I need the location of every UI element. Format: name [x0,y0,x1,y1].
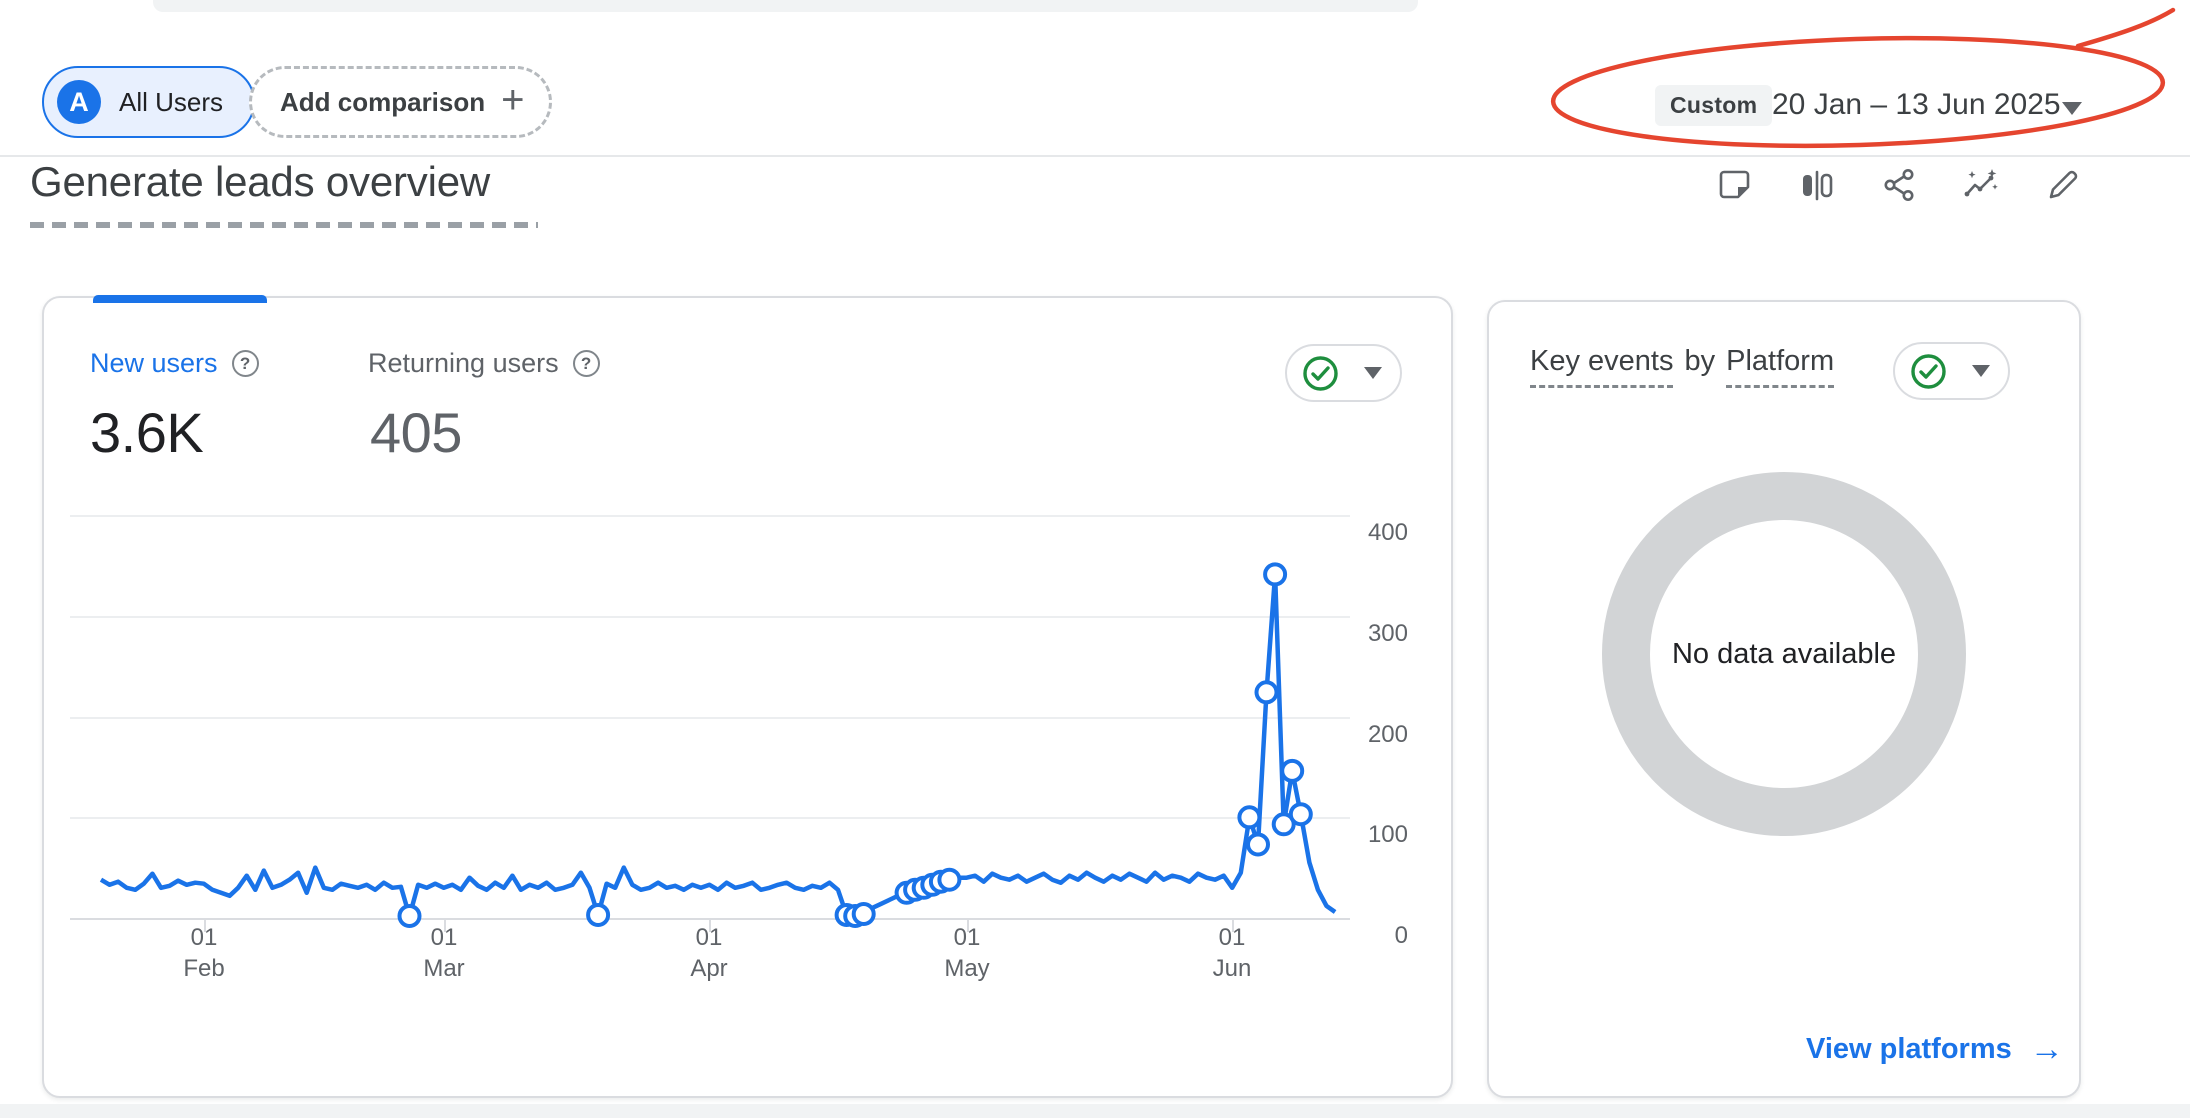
x-tick-month: Apr [690,955,728,982]
caret-down-icon [1972,365,1990,377]
help-icon[interactable]: ? [231,350,259,377]
gridline-100 [70,817,1350,819]
x-tick-day: 01 [430,924,458,951]
x-tick-may: 01 May [927,922,1007,984]
x-tick-day: 01 [953,924,981,951]
report-action-bar [1716,166,2082,204]
x-tick-month: Mar [423,955,465,982]
check-circle-icon [1911,353,1946,389]
x-tick-apr: 01 Apr [669,922,749,984]
edit-icon[interactable] [2044,166,2082,204]
x-tickmark-may [967,919,969,932]
search-bar-remnant [153,0,1418,12]
y-tick-200: 200 [1367,721,1408,748]
share-icon[interactable] [1880,166,1918,204]
date-range-caret-icon[interactable] [2062,102,2082,115]
comparisons-icon[interactable] [1798,166,1836,204]
returning-users-value: 405 [370,401,462,464]
check-circle-icon [1303,355,1338,391]
date-range-badge: Custom [1655,85,1773,126]
view-platforms-label: View platforms [1806,1033,2012,1065]
notes-icon[interactable] [1716,166,1754,204]
key-events-by: by [1684,345,1716,377]
arrow-right-icon: → [2029,1030,2064,1068]
x-tickmark-jun [1232,919,1234,932]
data-quality-dropdown[interactable] [1893,342,2010,400]
plus-icon: + [501,78,525,122]
x-tickmark-feb [204,919,206,932]
platform-term[interactable]: Platform [1726,345,1835,388]
no-data-message: No data available [1671,637,1897,670]
x-tick-mar: 01 Mar [404,922,484,984]
help-icon[interactable]: ? [572,350,600,377]
x-tick-day: 01 [190,924,218,951]
gridline-300 [70,616,1350,618]
gridline-200 [70,717,1350,719]
x-tickmark-mar [444,919,446,932]
new-users-label: New users [90,348,218,378]
metric-new-users[interactable]: New users ? [90,348,259,379]
segment-avatar: A [57,80,101,124]
view-platforms-link[interactable]: View platforms → [1806,1030,2064,1069]
x-tick-feb: 01 Feb [164,922,244,984]
y-tick-300: 300 [1367,620,1408,647]
all-users-label: All Users [119,86,224,117]
x-tickmark-apr [709,919,711,932]
metric-returning-users[interactable]: Returning users ? [368,348,600,379]
y-tick-0: 0 [1394,922,1408,949]
header-divider [0,155,2190,157]
date-range-picker[interactable]: 20 Jan – 13 Jun 2025 [1772,88,2061,121]
x-tick-day: 01 [1218,924,1246,951]
key-events-title[interactable]: Key events by Platform [1530,345,1835,388]
gridline-400 [70,515,1350,517]
returning-users-label: Returning users [368,348,559,378]
add-comparison-label: Add comparison [280,86,486,117]
x-tick-day: 01 [695,924,723,951]
page-title-dashed-underline [30,222,538,228]
y-tick-400: 400 [1367,519,1408,546]
new-users-value: 3.6K [90,401,204,464]
add-comparison-button[interactable]: Add comparison + [249,66,552,138]
y-tick-100: 100 [1367,821,1408,848]
page-bottom-background [0,1104,2190,1118]
insights-icon[interactable] [1962,166,2000,204]
all-users-segment-chip[interactable]: A All Users [42,66,256,138]
data-quality-dropdown[interactable] [1285,344,1402,402]
caret-down-icon [1364,367,1382,379]
x-tick-month: Jun [1212,955,1252,982]
page-title: Generate leads overview [30,158,490,205]
key-events-term[interactable]: Key events [1530,345,1674,388]
active-tab-indicator [93,295,267,303]
x-tick-month: May [944,955,990,982]
x-tick-month: Feb [183,955,225,982]
x-tick-jun: 01 Jun [1192,922,1272,984]
